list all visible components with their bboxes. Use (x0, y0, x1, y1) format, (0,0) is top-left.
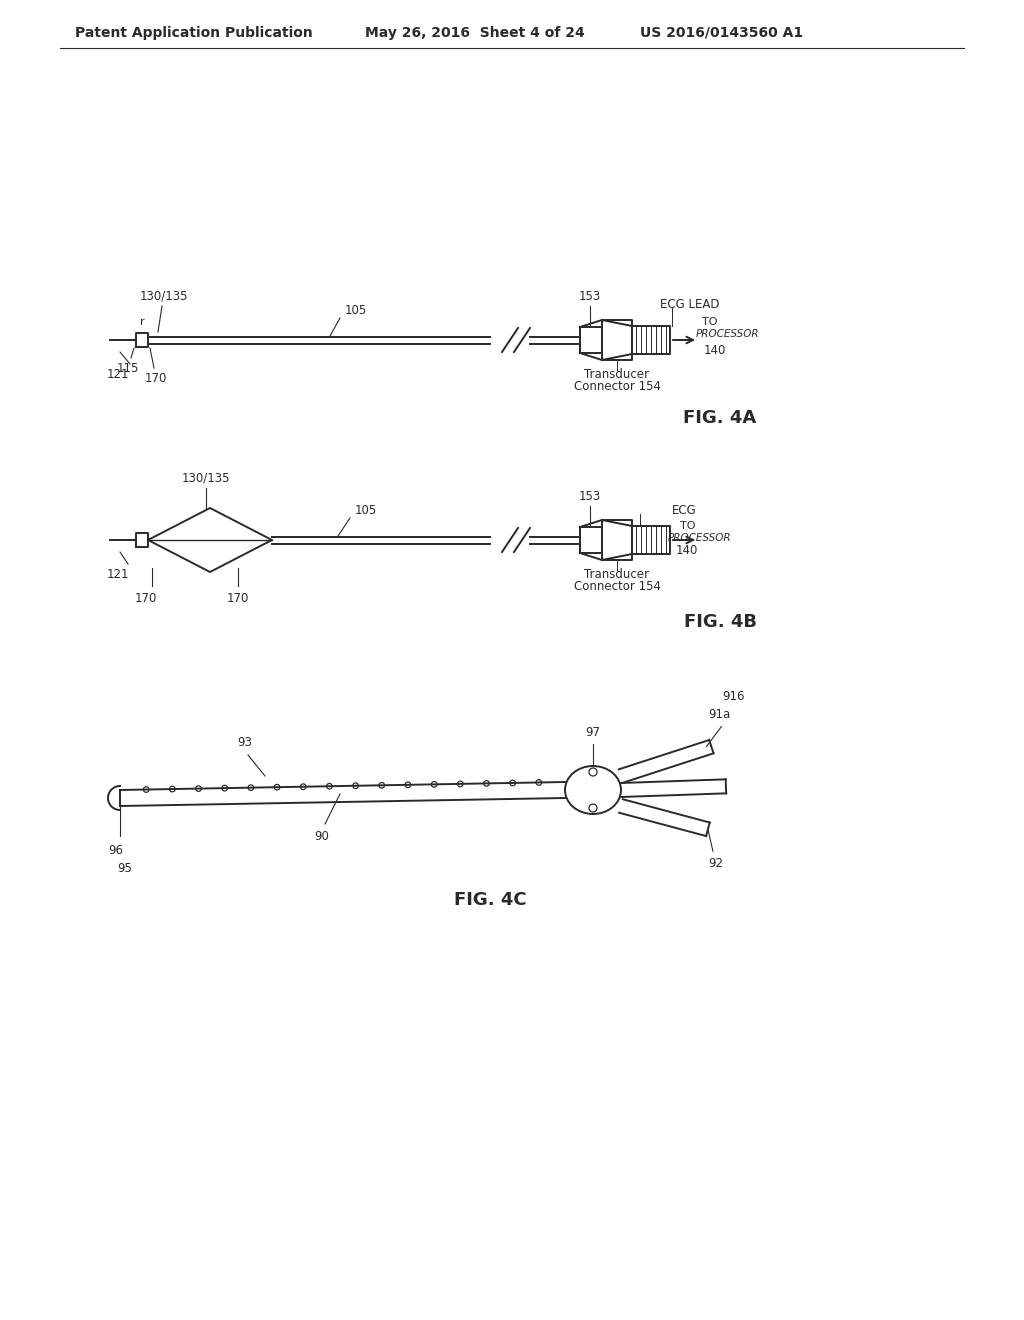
Circle shape (406, 781, 411, 788)
Text: 121: 121 (106, 568, 129, 581)
Circle shape (170, 787, 175, 792)
Text: May 26, 2016  Sheet 4 of 24: May 26, 2016 Sheet 4 of 24 (365, 26, 585, 40)
Text: Connector 154: Connector 154 (573, 380, 660, 392)
Text: 140: 140 (705, 343, 726, 356)
Text: 91a: 91a (709, 708, 730, 721)
Circle shape (222, 785, 227, 791)
Circle shape (248, 785, 254, 791)
Circle shape (143, 787, 148, 792)
Circle shape (589, 804, 597, 812)
Circle shape (196, 785, 202, 792)
Text: PROCESSOR: PROCESSOR (696, 329, 760, 339)
Circle shape (379, 783, 385, 788)
Text: FIG. 4C: FIG. 4C (454, 891, 526, 909)
Text: FIG. 4B: FIG. 4B (683, 612, 757, 631)
Text: 97: 97 (586, 726, 600, 738)
Circle shape (536, 780, 542, 785)
Text: 170: 170 (135, 591, 158, 605)
Text: 130/135: 130/135 (139, 289, 188, 302)
Text: 140: 140 (676, 544, 698, 557)
Text: 130/135: 130/135 (181, 471, 230, 484)
Text: US 2016/0143560 A1: US 2016/0143560 A1 (640, 26, 803, 40)
Text: 170: 170 (226, 591, 249, 605)
Text: Transducer: Transducer (585, 367, 649, 380)
Text: 115: 115 (117, 362, 139, 375)
Text: TO: TO (702, 317, 718, 327)
Circle shape (300, 784, 306, 789)
Text: 96: 96 (109, 843, 124, 857)
Circle shape (458, 781, 463, 787)
Circle shape (431, 781, 437, 787)
Text: 170: 170 (144, 371, 167, 384)
Circle shape (510, 780, 515, 785)
Text: PROCESSOR: PROCESSOR (668, 533, 731, 543)
Text: 105: 105 (345, 304, 368, 317)
Text: 105: 105 (355, 503, 377, 516)
Text: ECG LEAD: ECG LEAD (660, 297, 720, 310)
Text: Patent Application Publication: Patent Application Publication (75, 26, 312, 40)
Text: 153: 153 (579, 289, 601, 302)
Circle shape (274, 784, 280, 789)
Text: 93: 93 (238, 735, 253, 748)
Text: 90: 90 (314, 829, 330, 842)
Text: 95: 95 (118, 862, 132, 874)
Text: r: r (139, 317, 144, 327)
Circle shape (589, 768, 597, 776)
Circle shape (483, 780, 489, 787)
Text: 153: 153 (579, 490, 601, 503)
Text: ECG: ECG (672, 503, 696, 516)
Text: Transducer: Transducer (585, 568, 649, 581)
Circle shape (327, 784, 332, 789)
Circle shape (353, 783, 358, 788)
Text: Connector 154: Connector 154 (573, 579, 660, 593)
Ellipse shape (565, 766, 621, 814)
Text: FIG. 4A: FIG. 4A (683, 409, 757, 426)
Text: 92: 92 (709, 857, 723, 870)
Text: 121: 121 (106, 367, 129, 380)
Text: 916: 916 (722, 690, 744, 704)
Text: TO: TO (680, 521, 695, 531)
